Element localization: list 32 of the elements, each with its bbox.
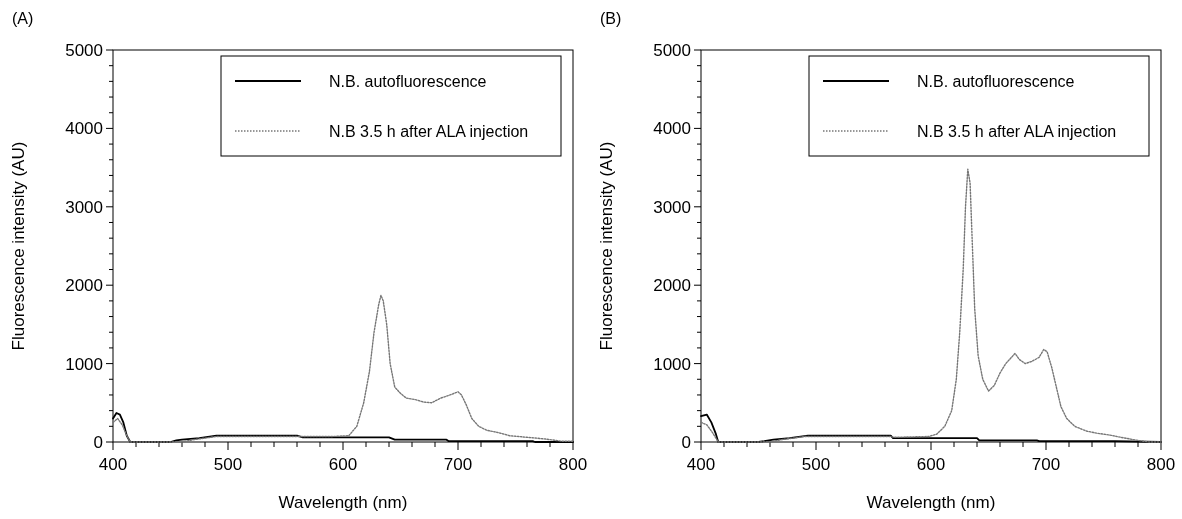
x-tick-label: 400 — [686, 455, 716, 474]
legend-label: N.B 3.5 h after ALA injection — [329, 122, 529, 140]
y-tick-label: 3000 — [65, 197, 103, 217]
y-tick-label: 1000 — [653, 354, 691, 374]
x-tick-label: 500 — [801, 455, 831, 474]
y-axis-title: Fluorescence intensity (AU) — [9, 141, 28, 351]
y-tick-label: 4000 — [65, 119, 103, 139]
x-tick-label: 700 — [443, 455, 473, 474]
y-tick-label: 4000 — [653, 119, 691, 139]
y-tick-label: 1000 — [65, 354, 103, 374]
x-tick-label: 700 — [1031, 455, 1061, 474]
y-tick-label: 2000 — [65, 276, 103, 296]
y-axis-title: Fluorescence intensity (AU) — [597, 141, 616, 351]
x-axis-title: Wavelength (nm) — [866, 493, 996, 512]
x-tick-label: 500 — [213, 455, 243, 474]
x-tick-label: 600 — [916, 455, 946, 474]
y-tick-label: 0 — [681, 432, 691, 452]
legend-label: N.B. autofluorescence — [329, 72, 487, 90]
y-tick-label: 5000 — [653, 40, 691, 60]
y-tick-label: 3000 — [653, 197, 691, 217]
y-tick-label: 0 — [93, 432, 103, 452]
x-axis-title: Wavelength (nm) — [278, 493, 408, 512]
y-tick-label: 5000 — [65, 40, 103, 60]
x-tick-label: 800 — [1146, 455, 1176, 474]
chart-title: (B) — [600, 10, 622, 27]
x-tick-label: 800 — [558, 455, 588, 474]
y-tick-label: 2000 — [653, 276, 691, 296]
x-tick-label: 400 — [98, 455, 128, 474]
x-tick-label: 600 — [328, 455, 358, 474]
legend-label: N.B. autofluorescence — [917, 72, 1075, 90]
chart-title: (A) — [12, 10, 34, 27]
legend-label: N.B 3.5 h after ALA injection — [917, 122, 1117, 140]
